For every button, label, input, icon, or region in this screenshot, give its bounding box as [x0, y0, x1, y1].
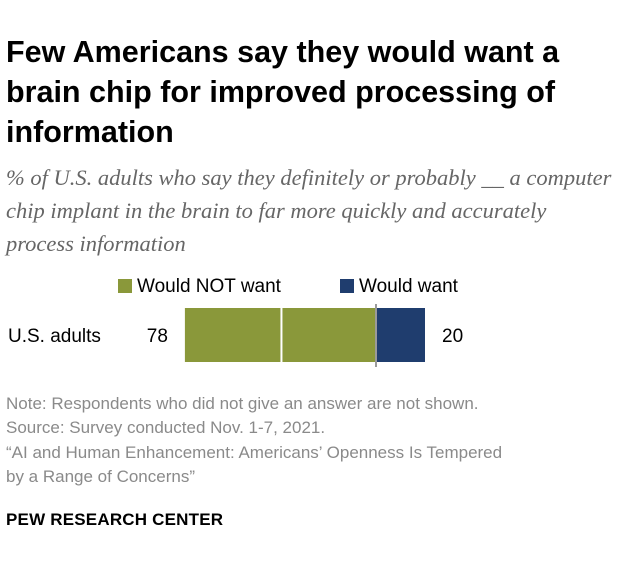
- legend-label-want: Would want: [359, 276, 459, 297]
- value-label-not-want: 78: [147, 326, 168, 347]
- legend-label-not-want: Would NOT want: [137, 276, 282, 297]
- bar-chart: Would NOT want Would want U.S. adults 78…: [8, 276, 463, 367]
- report-title-line-2: by a Range of Concerns”: [6, 467, 195, 487]
- chart-title: Few Americans say they would want a brai…: [6, 35, 560, 149]
- legend: Would NOT want Would want: [118, 276, 459, 297]
- note-text: Note: Respondents who did not give an an…: [6, 394, 479, 413]
- org-logo-text: PEW RESEARCH CENTER: [6, 510, 224, 529]
- bar-want: [376, 308, 425, 362]
- chart-subtitle: % of U.S. adults who say they definitely…: [6, 165, 612, 256]
- notes: Note: Respondents who did not give an an…: [6, 392, 614, 490]
- legend-swatch-want: [340, 279, 354, 293]
- source-text: Source: Survey conducted Nov. 1-7, 2021.: [6, 418, 326, 438]
- report-title-line-1: “AI and Human Enhancement: Americans’ Op…: [6, 442, 503, 462]
- value-label-want: 20: [442, 326, 463, 347]
- category-label: U.S. adults: [8, 326, 101, 347]
- legend-swatch-not-want: [118, 279, 132, 293]
